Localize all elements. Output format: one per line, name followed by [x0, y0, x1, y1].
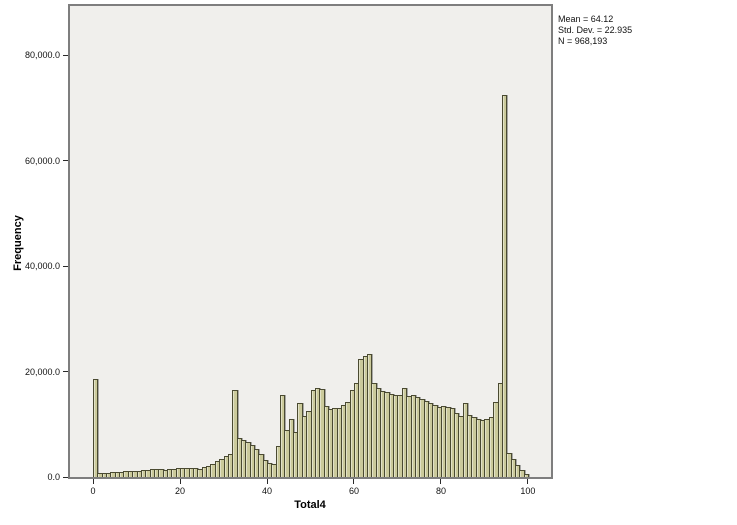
- y-axis-tick-label: 20,000.0: [24, 366, 60, 377]
- histogram-bar: [502, 95, 507, 477]
- x-axis-tick: [179, 479, 181, 484]
- histogram-bar: [524, 474, 529, 477]
- stat-mean: Mean = 64.12: [558, 14, 614, 24]
- x-axis-tick-label: 80: [435, 486, 446, 496]
- x-axis-title: Total4: [294, 499, 326, 511]
- stats-annotation: Mean = 64.12 Std. Dev. = 22.935 N = 968,…: [558, 14, 632, 47]
- x-axis-tick: [527, 479, 529, 484]
- y-axis-tick: [63, 265, 68, 267]
- x-axis-tick-label: 100: [520, 486, 536, 496]
- y-axis-tick-label: 60,000.0: [24, 155, 60, 166]
- chart-panel: [68, 4, 553, 479]
- y-axis-tick-label: 80,000.0: [24, 50, 60, 61]
- x-axis-tick-label: 0: [90, 486, 96, 496]
- stat-stddev: Std. Dev. = 22.935: [558, 25, 633, 35]
- histogram-bar: [93, 379, 98, 477]
- x-axis-tick: [92, 479, 94, 484]
- y-axis-tick-label: 0.0: [47, 472, 60, 482]
- x-axis-tick: [353, 479, 355, 484]
- y-axis-tick: [63, 476, 68, 478]
- x-axis-tick: [266, 479, 268, 484]
- x-axis-tick: [440, 479, 442, 484]
- y-axis-tick-label: 40,000.0: [24, 261, 60, 272]
- histogram-bar: [232, 390, 238, 477]
- stat-n: N = 968,193: [558, 36, 608, 46]
- y-axis-tick: [63, 54, 68, 56]
- x-axis-tick-label: 60: [348, 486, 359, 496]
- y-axis-tick: [63, 371, 68, 372]
- histogram-bar: [519, 470, 525, 477]
- x-axis-tick-label: 20: [175, 486, 186, 496]
- y-axis-tick: [63, 160, 68, 162]
- x-axis-tick-label: 40: [261, 486, 272, 496]
- bars-container: [70, 6, 551, 477]
